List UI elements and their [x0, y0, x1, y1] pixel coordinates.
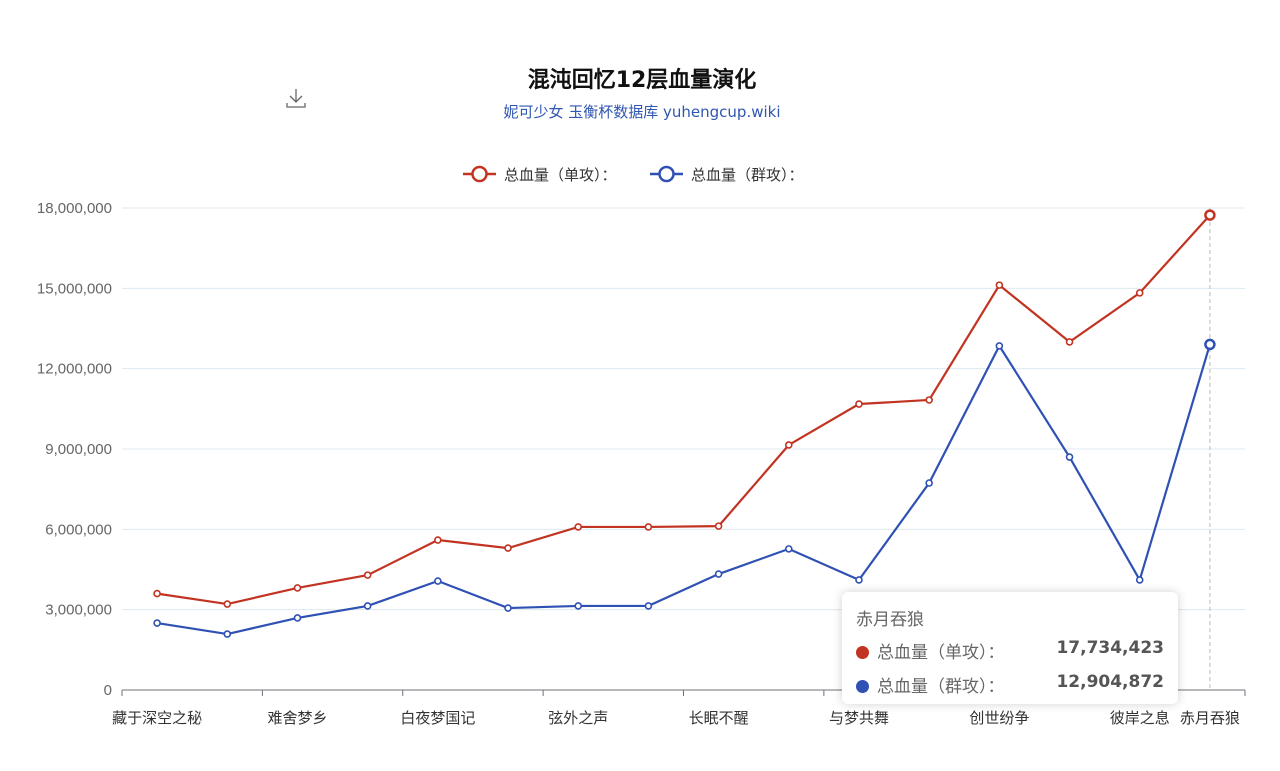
tooltip-label: 总血量（单攻）：: [877, 643, 1005, 663]
tooltip: 赤月吞狼 总血量（单攻）： 17,734,423 总血量（群攻）： 12,904,8…: [842, 592, 1178, 704]
data-point: [714, 522, 723, 530]
y-tick-label: 18,000,000: [37, 200, 112, 217]
x-tick-label: 彼岸之息: [1110, 709, 1170, 727]
series-line-1: [156, 343, 1211, 636]
data-point: [434, 536, 442, 544]
data-point: [784, 545, 793, 553]
x-tick-label: 与梦共舞: [829, 709, 889, 727]
data-point: [434, 577, 442, 585]
series-line-0: [156, 214, 1211, 606]
x-tick-label: 弦外之声: [548, 709, 608, 727]
data-point: [153, 619, 161, 627]
y-tick-label: 3,000,000: [45, 602, 112, 619]
y-tick-label: 0: [104, 682, 112, 699]
tooltip-value: 12,904,872: [1056, 672, 1164, 692]
data-point: [1135, 576, 1144, 584]
x-tick-label: 白夜梦国记: [400, 709, 475, 727]
data-point: [504, 604, 512, 612]
data-point: [995, 342, 1004, 350]
y-tick-label: 12,000,000: [37, 361, 112, 378]
series-dot-icon: [856, 646, 869, 659]
chart-subtitle[interactable]: 妮可少女 玉衡杯数据库 yuhengcup.wiki: [503, 103, 781, 121]
data-point: [293, 614, 302, 622]
chart-title: 混沌回忆12层血量演化: [527, 68, 757, 93]
y-tick-label: 9,000,000: [45, 441, 112, 458]
data-point: [363, 602, 372, 610]
data-point: [293, 584, 302, 592]
data-point: [855, 576, 863, 584]
data-point: [644, 523, 653, 531]
x-tick-label: 创世纷争: [969, 709, 1029, 727]
download-icon[interactable]: [284, 86, 308, 110]
data-point: [1204, 209, 1216, 221]
tooltip-row-single: 总血量（单攻）： 17,734,423: [856, 638, 1164, 663]
tooltip-title: 赤月吞狼: [856, 610, 924, 630]
data-point: [1135, 289, 1144, 297]
data-point: [784, 441, 793, 449]
tooltip-row-group: 总血量（群攻）： 12,904,872: [856, 672, 1164, 697]
data-point: [1204, 338, 1216, 351]
data-point: [925, 479, 933, 487]
tooltip-label: 总血量（群攻）：: [877, 677, 1005, 697]
data-point: [574, 602, 583, 610]
x-tick-label: 难舍梦乡: [267, 709, 327, 727]
series-dot-icon: [856, 680, 869, 693]
data-point: [363, 571, 372, 579]
data-point: [1065, 338, 1074, 346]
legend-label: 总血量（单攻）：: [504, 166, 617, 184]
x-tick-label: 藏于深空之秘: [112, 709, 202, 727]
legend-marker-icon: [658, 165, 675, 183]
data-point: [153, 589, 161, 598]
data-point: [223, 630, 232, 638]
x-tick-label: 赤月吞狼: [1180, 709, 1240, 727]
data-point: [574, 523, 583, 531]
data-point: [855, 400, 863, 408]
legend-marker-icon: [471, 165, 488, 183]
x-tick-label: 长眠不醒: [689, 709, 749, 727]
data-point: [714, 570, 723, 578]
y-tick-label: 15,000,000: [37, 280, 112, 297]
data-point: [1065, 453, 1074, 461]
y-tick-label: 6,000,000: [45, 521, 112, 538]
data-point: [925, 396, 933, 404]
data-point: [504, 544, 512, 552]
tooltip-value: 17,734,423: [1056, 638, 1164, 658]
data-point: [995, 281, 1004, 289]
data-point: [223, 600, 232, 608]
data-point: [644, 602, 653, 610]
legend-label: 总血量（群攻）：: [691, 166, 804, 184]
